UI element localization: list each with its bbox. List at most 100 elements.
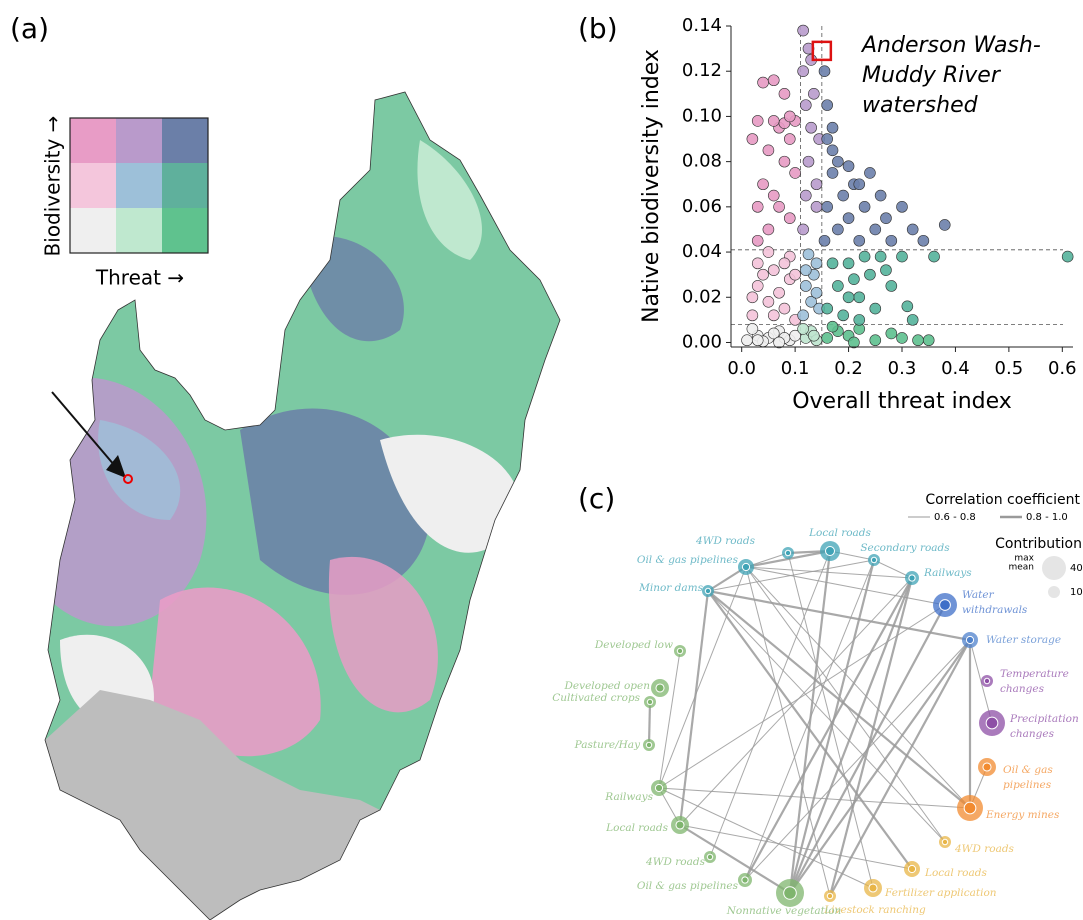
point (811, 179, 822, 190)
node-core (656, 684, 664, 692)
legend-cell (162, 208, 208, 253)
node-label: withdrawals (962, 604, 1028, 616)
point (827, 321, 838, 332)
point (752, 335, 763, 346)
point (798, 66, 809, 77)
legend-size (1042, 556, 1066, 580)
node-core (964, 802, 976, 814)
point (854, 292, 865, 303)
y-tick-label: 0.06 (682, 196, 722, 217)
panel-label: (b) (578, 12, 618, 45)
node-label: Local roads (605, 822, 668, 834)
node-core (705, 588, 710, 593)
x-axis-label: Overall threat index (792, 389, 1012, 414)
point (897, 332, 908, 343)
edge (790, 640, 970, 893)
legend-y-label: Biodiversity → (41, 116, 65, 257)
point (822, 134, 833, 145)
point (880, 265, 891, 276)
point (827, 145, 838, 156)
point (779, 303, 790, 314)
edge (659, 788, 873, 888)
y-tick-label: 0.02 (682, 286, 722, 307)
node-label: Secondary roads (860, 542, 950, 554)
point (790, 167, 801, 178)
point (763, 247, 774, 258)
point (838, 310, 849, 321)
legend-mark: mean (1008, 563, 1034, 573)
node-core (785, 550, 790, 555)
point (822, 201, 833, 212)
legend-value: 10 (1070, 587, 1083, 598)
point (907, 314, 918, 325)
y-tick-label: 0.12 (682, 60, 722, 81)
node-label: Developed open (564, 680, 651, 692)
legend-title: Contribution (995, 536, 1082, 552)
node-label: Water (962, 589, 995, 601)
node-core (908, 865, 915, 872)
point (779, 156, 790, 167)
point (819, 235, 830, 246)
point (784, 213, 795, 224)
node-core (942, 839, 947, 844)
point (779, 88, 790, 99)
point (800, 190, 811, 201)
point (838, 190, 849, 201)
node-label: Local roads (924, 867, 987, 879)
point (875, 251, 886, 262)
point (763, 145, 774, 156)
point (768, 75, 779, 86)
point (859, 201, 870, 212)
point (742, 335, 753, 346)
point (758, 269, 769, 280)
point (848, 337, 859, 348)
point (779, 258, 790, 269)
point (822, 100, 833, 111)
node-core (966, 636, 973, 643)
node-core (871, 557, 876, 562)
legend-title: Correlation coefficient (925, 492, 1080, 508)
legend-size (1048, 586, 1060, 598)
node-core (646, 742, 651, 747)
node-core (647, 699, 652, 704)
node-core (784, 887, 797, 900)
x-tick-label: 0.6 (1048, 358, 1077, 379)
node-label: Temperature (1000, 668, 1069, 680)
node-label: Oil & gas pipelines (637, 880, 739, 892)
point (843, 292, 854, 303)
point (811, 287, 822, 298)
point (747, 323, 758, 334)
point (832, 280, 843, 291)
point (800, 280, 811, 291)
point (827, 122, 838, 133)
node-label: Energy mines (985, 809, 1060, 821)
point (747, 134, 758, 145)
node-label: 4WD roads (695, 535, 756, 547)
x-tick-label: 0.1 (781, 358, 810, 379)
x-tick-label: 0.4 (941, 358, 970, 379)
x-tick-label: 0.5 (995, 358, 1024, 379)
point (763, 296, 774, 307)
point (758, 77, 769, 88)
legend-label: 0.6 - 0.8 (934, 512, 976, 523)
node-core (655, 784, 662, 791)
y-tick-label: 0.10 (682, 105, 722, 126)
point (784, 134, 795, 145)
node-core (676, 821, 684, 829)
annotation: watershed (862, 93, 979, 118)
point (768, 310, 779, 321)
legend-cell (162, 163, 208, 208)
node-label: Fertilizer application (884, 887, 997, 899)
legend-cell (116, 118, 162, 163)
point (1062, 251, 1073, 262)
point (843, 161, 854, 172)
node-core (707, 854, 712, 859)
point (886, 280, 897, 291)
node-label: Nonnative vegetation (726, 905, 842, 917)
point (784, 111, 795, 122)
y-tick-label: 0.08 (682, 151, 722, 172)
point (811, 201, 822, 212)
node-label: Railways (923, 567, 972, 579)
point (854, 179, 865, 190)
node-label: pipelines (1003, 779, 1052, 791)
